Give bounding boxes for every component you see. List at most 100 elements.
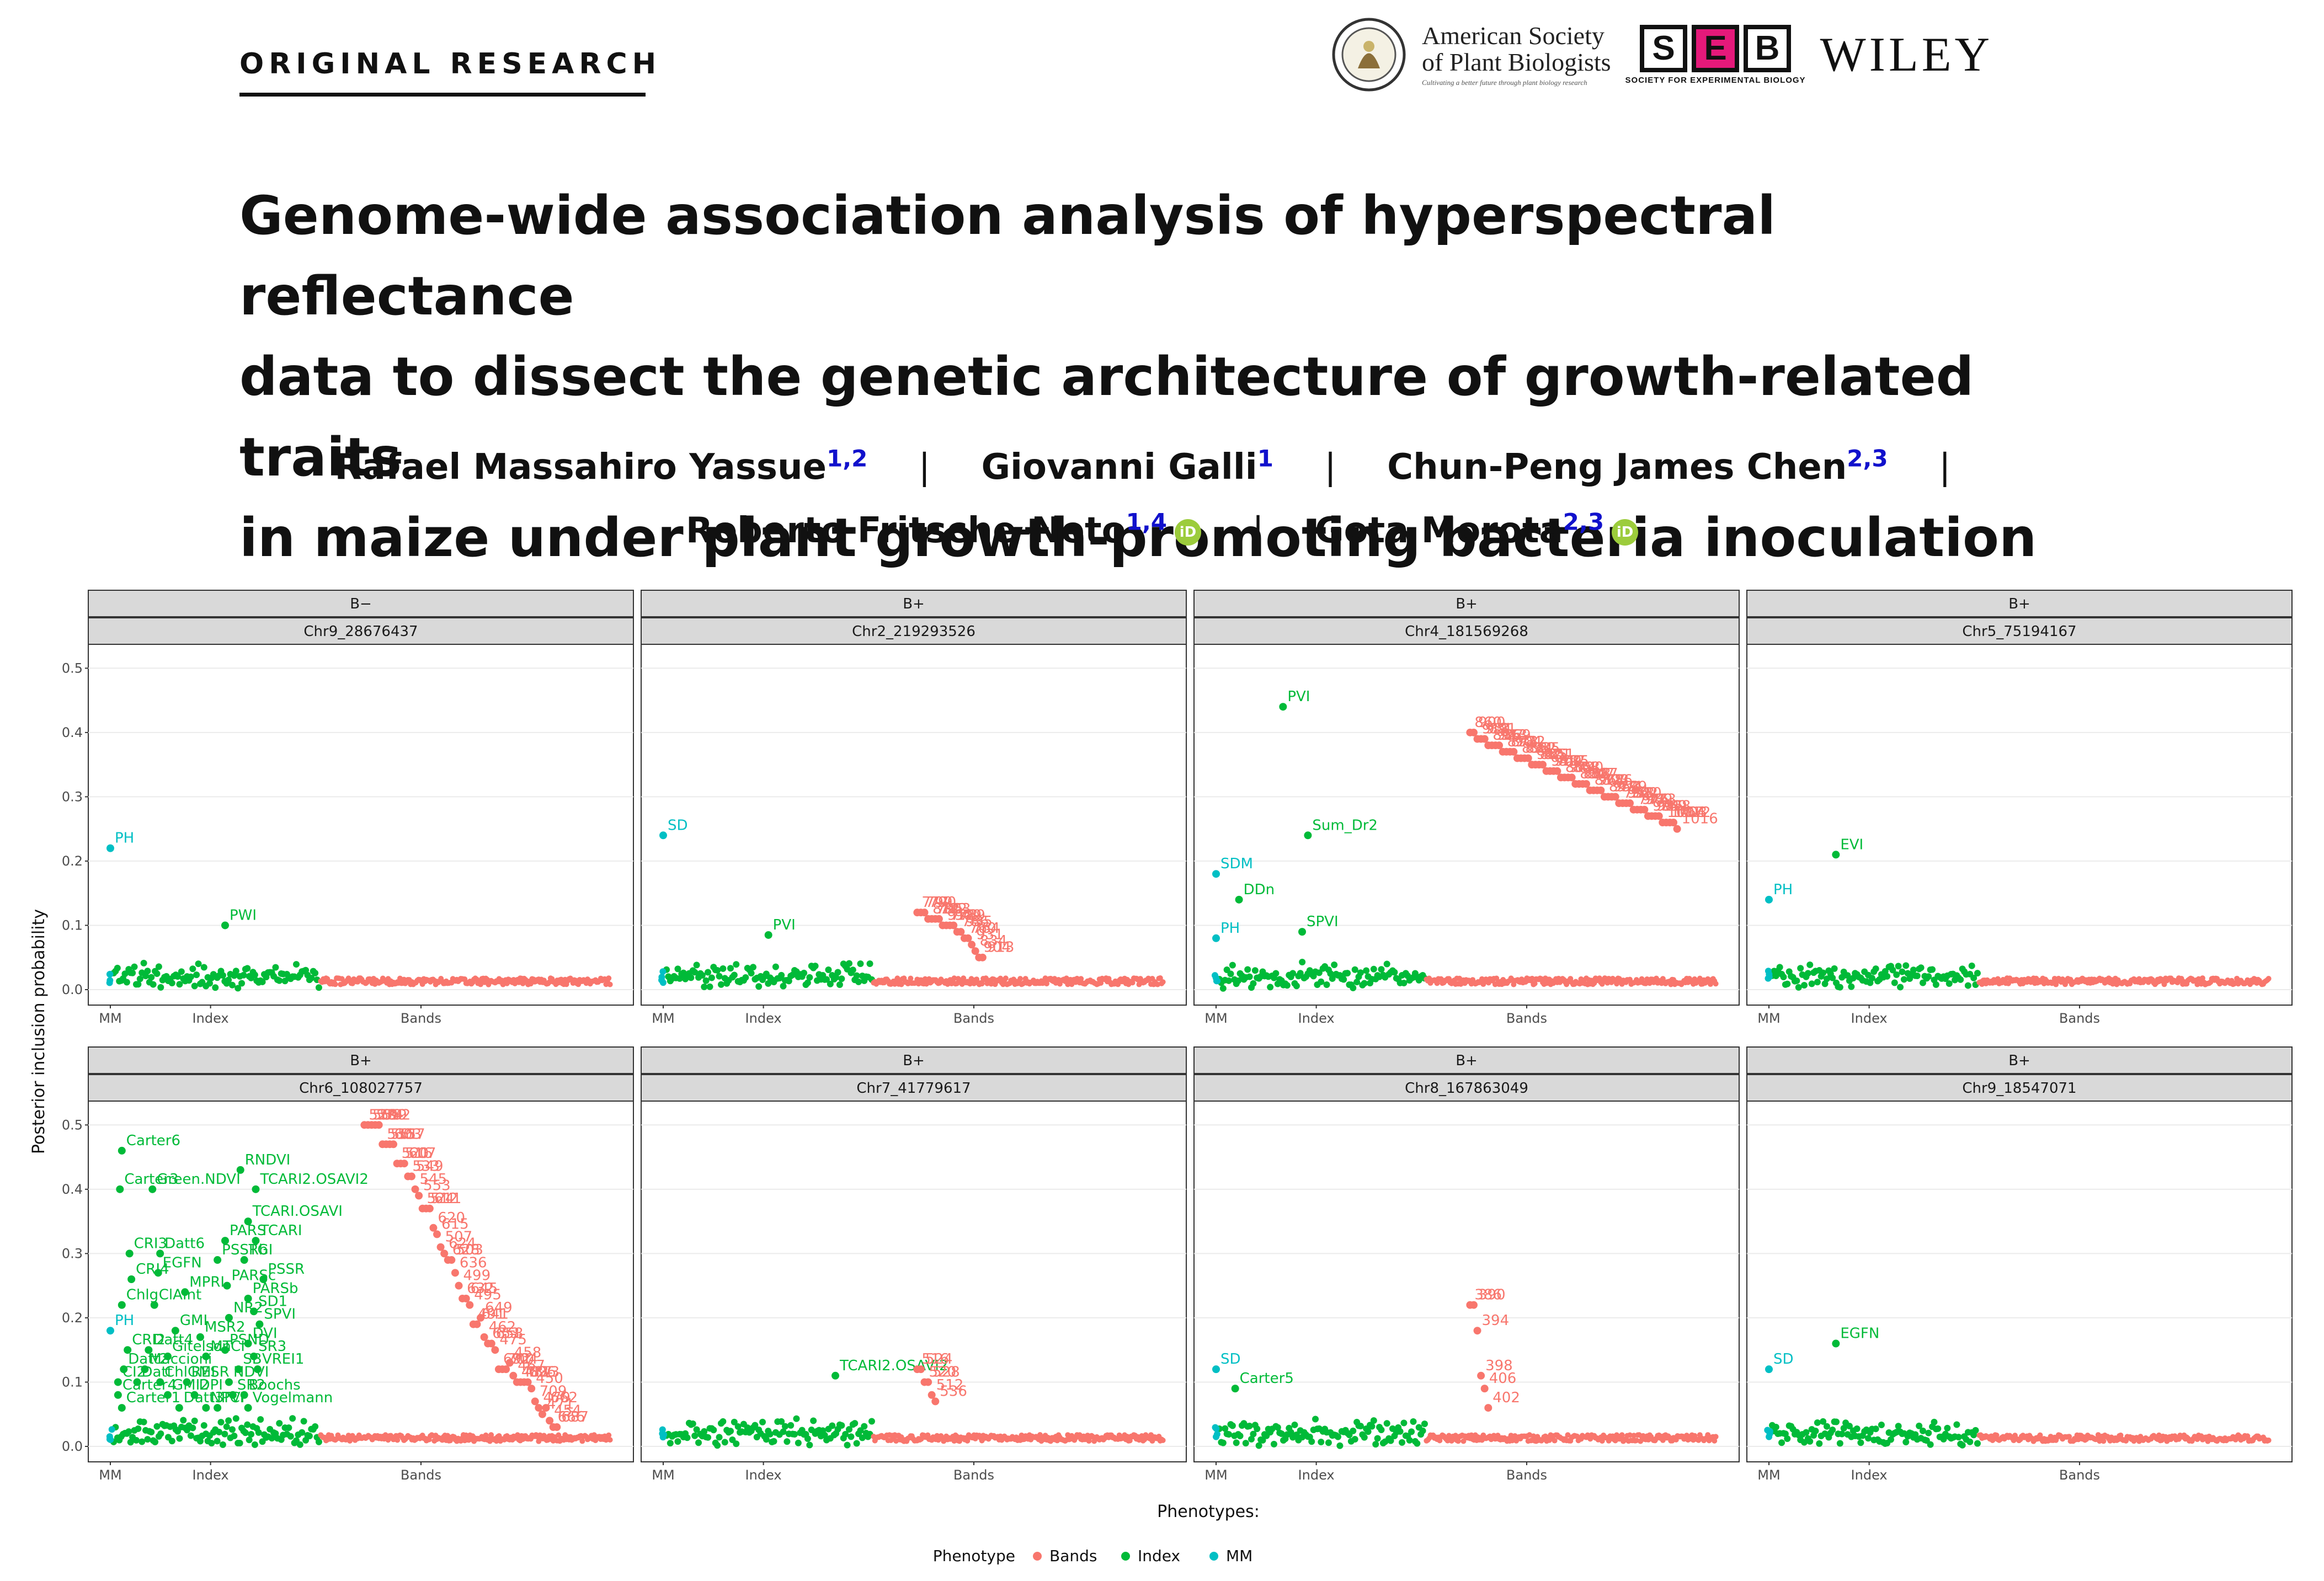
index-point [1795,984,1802,991]
point-label: 887 [1591,766,1618,782]
labelled-point [1212,1365,1220,1374]
labelled-point [1212,870,1220,878]
labelled-point [1832,1339,1840,1348]
labelled-point [214,1256,222,1264]
plot-area [641,1101,1187,1462]
band-point [493,1438,499,1444]
labelled-point [1640,805,1649,814]
index-point [244,1421,251,1428]
index-point [178,968,185,975]
index-point [129,969,136,976]
index-point [289,1415,296,1422]
index-point [1966,1438,1974,1445]
point-label: EVI [1840,836,1863,853]
index-point [1357,1423,1364,1430]
y-tick-label: 0.1 [62,1374,83,1390]
index-point [153,1423,161,1430]
index-point [868,1418,875,1425]
index-point [315,1438,322,1445]
index-point [791,1430,798,1438]
orcid-icon[interactable]: iD [1612,519,1639,546]
facet-panel: B+ Chr9_18547071 MM Index Bands EGFN SD [1746,1046,2293,1483]
point-label: TVI [221,1390,244,1406]
index-point [1816,1440,1823,1447]
point-label: PARSc [231,1268,276,1284]
index-point [1972,1427,1979,1434]
labelled-point [477,1313,485,1322]
labelled-point [252,1185,260,1193]
author-affiliation[interactable]: 1,2 [826,445,868,472]
point-label: 931 [976,926,1004,943]
strip-marker [1193,1074,1740,1102]
point-label: Datt2 [128,1351,168,1368]
point-label: 980 [1634,785,1662,802]
author-name[interactable]: Roberto Fritsche-Neto [685,510,1126,551]
author-name[interactable]: Giovanni Galli [981,447,1257,488]
index-point [123,979,130,986]
index-point [829,1422,836,1429]
author-name[interactable]: Rafael Massahiro Yassue [334,447,827,488]
point-label: 834 [980,933,1008,949]
point-label: TCARI [259,1222,302,1239]
labelled-point [250,1352,258,1360]
author-affiliation[interactable]: 1,4 [1126,508,1168,536]
point-label: 851 [1547,746,1575,763]
labelled-point [1473,1327,1481,1335]
index-point [1250,1430,1257,1438]
labelled-point [1212,934,1220,942]
author-name[interactable]: Gota Morota [1315,510,1563,551]
band-point [1455,1438,1461,1444]
point-label: MTCI [210,1338,245,1355]
band-point [1098,980,1104,986]
index-point [155,963,162,970]
point-label: ClAInt [159,1287,202,1304]
index-point [1299,959,1306,966]
index-point [1219,985,1227,992]
index-point [1857,1439,1864,1446]
point-label: PH [1773,882,1793,898]
orcid-icon[interactable]: iD [1175,519,1202,546]
index-point [733,1440,740,1448]
point-label: 817 [1558,753,1586,770]
index-point [200,1422,207,1429]
band-point [1157,975,1163,981]
strip-treatment [1746,590,2293,617]
author-affiliation[interactable]: 1 [1257,445,1273,472]
mm-point [1212,1433,1219,1440]
index-point [1831,965,1838,972]
index-point [719,965,727,972]
labelled-point [429,1224,438,1232]
index-point [1846,1423,1853,1430]
point-label: 528 [369,1107,396,1123]
pip-faceted-scatter: B− Chr9_28676437 0.0 0.1 0.2 0.3 0.4 0.5 MM Index… [29,590,2293,1565]
author-name[interactable]: Chun-Peng James Chen [1387,447,1847,488]
labelled-point [1495,741,1504,750]
aspb-seal-logo [1332,18,1406,92]
index-point [1917,964,1925,971]
point-label: 641 [481,1306,509,1323]
point-label: 976 [1641,792,1669,808]
labelled-point [202,1404,210,1412]
facet-panel: B+ Chr6_108027757 0.0 0.1 0.2 0.3 0.4 0.5 MM Inde… [62,1046,634,1483]
point-label: 860 [1474,714,1502,731]
index-point [1812,1428,1819,1435]
point-label: 649 [485,1300,513,1316]
strip-treatment [88,590,634,617]
x-tick-label: Bands [953,1467,994,1483]
author-affiliation[interactable]: 2,3 [1847,445,1888,472]
point-label: 940 [1536,746,1564,763]
point-label: 666 [558,1409,585,1425]
mm-point [659,968,667,975]
labelled-point [411,1185,419,1193]
point-label: 603 [394,1126,422,1142]
index-point [1840,1425,1847,1432]
author-affiliation[interactable]: 2,3 [1563,508,1605,536]
point-label: 662 [551,1390,578,1406]
point-label: TCARI.OSAVI [252,1203,343,1220]
point-label: 882 [1529,740,1557,756]
index-point [144,1436,151,1443]
band-point [1668,981,1674,987]
index-point [1325,1439,1332,1446]
index-point [1225,977,1233,984]
index-point [306,1433,313,1440]
